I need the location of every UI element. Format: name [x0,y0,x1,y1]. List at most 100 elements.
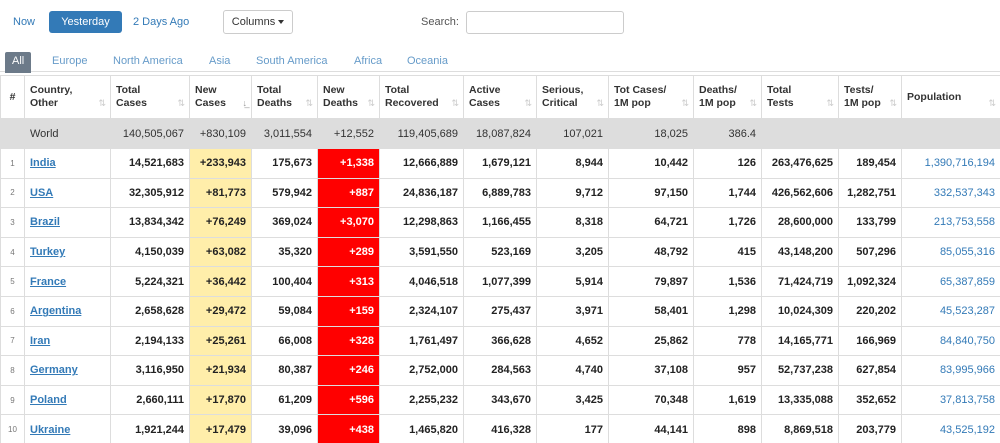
cell-total-deaths: 80,387 [251,355,318,386]
columns-dropdown-button[interactable]: Columns [223,10,293,34]
header-deaths-per-m[interactable]: Deaths/1M pop ⇅ [693,75,762,119]
country-link[interactable]: India [30,157,56,170]
cell-active-cases: 1,077,399 [463,266,537,297]
sort-icon[interactable]: ⇅ [305,98,313,108]
header-tests-per-m[interactable]: Tests/1M pop ⇅ [838,75,902,119]
cell-tests-per-m: 133,799 [838,207,902,238]
cell-new-cases: +233,943 [189,148,252,179]
region-tab-africa[interactable]: Africa [354,55,383,67]
header-country[interactable]: Country, Other ⇅ [24,75,111,119]
cell-population: 1,390,716,194 [901,148,1000,179]
cell-total-deaths: 3,011,554 [251,118,318,149]
cell-active-cases: 523,169 [463,236,537,268]
cell-new-deaths: +159 [317,295,380,327]
sort-icon[interactable]: ⇅ [451,98,459,108]
cell-active-cases: 1,166,455 [463,207,537,238]
cell-total-tests: 43,148,200 [761,236,839,268]
header-total-recovered[interactable]: Total Recovered ⇅ [379,75,464,119]
country-link[interactable]: Turkey [30,246,66,259]
header-new-cases[interactable]: New Cases ↓̲ [189,75,252,119]
cell-tests-per-m: 507,296 [838,236,902,268]
cell-country: Argentina [24,295,111,327]
region-tab-asia[interactable]: Asia [209,55,231,67]
cell-total-tests [761,118,839,149]
cell-tests-per-m: 627,854 [838,355,902,386]
header-label: Population [907,90,962,103]
cell-deaths-per-m: 957 [693,355,762,386]
sort-icon[interactable]: ⇅ [889,98,897,108]
cell-rank [0,118,25,149]
region-tab-europe[interactable]: Europe [52,55,88,67]
cell-population: 65,387,859 [901,266,1000,297]
header-total-cases[interactable]: Total Cases ⇅ [110,75,190,119]
cell-country: USA [24,177,111,209]
table-row: 10 Ukraine 1,921,244 +17,479 39,096 +438 1,465… [0,414,1000,443]
country-link[interactable]: France [30,275,67,288]
cell-deaths-per-m: 1,619 [693,384,762,416]
sort-icon[interactable]: ⇅ [177,98,185,108]
cell-country: World [24,118,111,149]
cell-cases-per-m: 70,348 [608,384,694,416]
cell-population: 83,995,966 [901,355,1000,386]
covid-stats-table: # Country, Other ⇅ Total Cases ⇅ New Cases ↓̲ Tota… [0,75,1000,443]
tab-yesterday[interactable]: Yesterday [49,11,122,33]
header-label: # [9,90,16,103]
cell-cases-per-m: 10,442 [608,148,694,179]
header-total-deaths[interactable]: Total Deaths ⇅ [251,75,318,119]
cell-country: India [24,148,111,179]
country-link[interactable]: Brazil [30,216,60,229]
sort-icon[interactable]: ⇅ [749,98,757,108]
header-label: Cases [469,97,500,109]
country-link[interactable]: Poland [30,394,67,407]
country-link[interactable]: Germany [30,364,78,377]
header-active-cases[interactable]: Active Cases ⇅ [463,75,537,119]
sort-icon[interactable]: ⇅ [826,98,834,108]
sort-icon[interactable]: ⇅ [681,98,689,108]
sort-icon[interactable]: ⇅ [596,98,604,108]
cell-cases-per-m: 18,025 [608,118,694,149]
region-tab-south-america[interactable]: South America [256,55,328,67]
header-label: Tests/ [844,84,874,96]
cell-new-cases: +29,472 [189,295,252,327]
cell-new-cases: +17,870 [189,384,252,416]
cell-tests-per-m: 220,202 [838,295,902,327]
search-input[interactable] [466,11,624,34]
cell-serious: 3,205 [536,236,609,268]
sort-icon[interactable]: ⇅ [98,98,106,108]
table-row: 6 Argentina 2,658,628 +29,472 59,084 +159 2,32… [0,295,1000,327]
region-tab-all[interactable]: All [5,52,32,73]
cell-total-cases: 3,116,950 [110,355,190,386]
cell-total-cases: 4,150,039 [110,236,190,268]
header-label: Total [116,84,141,96]
header-population[interactable]: Population ⇅ [901,75,1000,119]
header-total-tests[interactable]: Total Tests ⇅ [761,75,839,119]
header-serious[interactable]: Serious, Critical ⇅ [536,75,609,119]
tab-now[interactable]: Now [13,16,36,28]
header-label: Tot Cases/ [614,84,667,96]
sort-icon[interactable]: ↓̲ [242,98,248,108]
cell-tests-per-m: 203,779 [838,414,902,443]
cell-new-cases: +21,934 [189,355,252,386]
region-tab-north-america[interactable]: North America [113,55,183,67]
tab-2-days-ago[interactable]: 2 Days Ago [133,16,190,28]
cell-total-cases: 2,194,133 [110,325,190,357]
cell-new-deaths: +313 [317,266,380,297]
sort-icon[interactable]: ⇅ [367,98,375,108]
header-rank[interactable]: # [0,75,25,119]
cell-cases-per-m: 79,897 [608,266,694,297]
sort-icon[interactable]: ⇅ [988,98,996,108]
country-link[interactable]: Iran [30,334,51,347]
sort-icon[interactable]: ⇅ [524,98,532,108]
cell-new-deaths: +246 [317,355,380,386]
country-link[interactable]: Ukraine [30,423,71,436]
header-cases-per-m[interactable]: Tot Cases/1M pop ⇅ [608,75,694,119]
header-label: Active [469,84,501,96]
cell-new-deaths: +12,552 [317,118,380,149]
table-row: 4 Turkey 4,150,039 +63,082 35,320 +289 3,591,5… [0,236,1000,268]
region-tab-oceania[interactable]: Oceania [407,55,448,67]
country-link[interactable]: Argentina [30,305,82,318]
cell-total-tests: 14,165,771 [761,325,839,357]
header-new-deaths[interactable]: New Deaths ⇅ [317,75,380,119]
country-link[interactable]: USA [30,186,54,199]
search-label: Search: [421,16,459,28]
